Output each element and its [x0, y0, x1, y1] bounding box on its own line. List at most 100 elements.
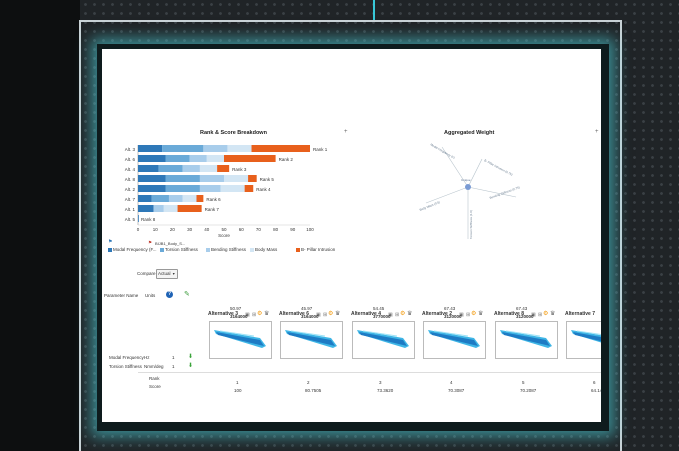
x-tick-label: 80 [273, 227, 279, 232]
bar-segment [162, 145, 204, 152]
trophy-icon[interactable]: ♛ [264, 311, 270, 317]
alternative-value-1: 50.97 [230, 306, 242, 311]
legend-label[interactable]: Body Mass [255, 247, 278, 252]
alternative-name: Alternative 8 [494, 311, 525, 317]
x-tick-label: 50 [221, 227, 227, 232]
chart-icon[interactable]: ▣ [245, 312, 250, 318]
alternative-score: 70.2087 [520, 388, 537, 393]
trophy-icon[interactable]: ♛ [335, 311, 341, 317]
car-thumbnail[interactable] [566, 321, 601, 359]
legend-label[interactable]: Torsion Stiffness [165, 247, 198, 252]
legend-label[interactable]: Modal Frequency (F... [113, 247, 157, 252]
gear-icon[interactable]: ⚙ [543, 311, 549, 317]
bar-segment [168, 195, 183, 202]
legend-label[interactable]: B- Pillar Intrusion [301, 247, 336, 252]
weight-center-label: Unique [461, 178, 471, 182]
x-tick-label: 40 [204, 227, 210, 232]
car-thumbnail[interactable] [423, 321, 486, 359]
param-weight[interactable]: 1 [172, 355, 175, 360]
compare-select[interactable]: Actual ▼ [156, 269, 178, 279]
param-name-header: Parameter Name [104, 293, 139, 298]
alternative-value-2: 3164000 [301, 314, 319, 319]
chart-icon[interactable]: ⊞ [252, 312, 257, 318]
legend-flag-icon: ⚑ [108, 239, 113, 245]
compare-label: Compare [137, 271, 156, 276]
param-units-header: Units [145, 293, 156, 298]
table-divider [138, 372, 601, 373]
score-row-label: Score [149, 384, 161, 389]
alternative-name: Alternative 6 [279, 311, 310, 317]
alternative-score: 73.3620 [377, 388, 394, 393]
bar-segment [224, 155, 276, 162]
bar-segment [224, 175, 249, 182]
bar-segment [138, 185, 166, 192]
category-label: Alt. 7 [125, 197, 136, 202]
weight-branch-label: Torsion Stiffness (1.0) [469, 210, 473, 239]
chevron-down-icon: ▼ [172, 272, 176, 276]
chart-icon[interactable]: ⊞ [538, 312, 543, 318]
car-thumbnail[interactable] [280, 321, 343, 359]
car-thumbnail[interactable] [352, 321, 415, 359]
bar-segment [138, 165, 159, 172]
car-thumbnail[interactable] [495, 321, 558, 359]
rank-chart-title: Rank & Score Breakdown [200, 130, 267, 136]
chart-icon[interactable]: ▣ [531, 312, 536, 318]
gear-icon[interactable]: ⚙ [257, 311, 263, 317]
bar-segment [203, 145, 228, 152]
alternative-value-2: 3164000 [230, 314, 248, 319]
aggregated-weight-chart: Unique Modal Frequency (F) B- Pillar Int… [419, 142, 520, 239]
trophy-icon[interactable]: ♛ [550, 311, 556, 317]
chart-icon[interactable]: ⊞ [395, 312, 400, 318]
alternative-value-2: 3120000 [444, 314, 462, 319]
car-thumbnail[interactable] [209, 321, 272, 359]
rank-label: Rank 1 [313, 147, 328, 152]
rank-label: Rank 2 [279, 157, 294, 162]
chart-legend: ⚑ ⚑ BIJB1_Body_S... Modal Frequency (F..… [108, 239, 358, 255]
rank-label: Rank 5 [260, 177, 275, 182]
category-label: Alt. 4 [125, 167, 136, 172]
alternative-score: 64.143 [591, 388, 601, 393]
x-tick-label: 100 [306, 227, 314, 232]
category-label: Alt. 8 [125, 177, 136, 182]
legend-swatch [108, 248, 112, 252]
legend-flag-icon: ⚑ [148, 240, 153, 245]
bar-segment [248, 175, 257, 182]
alternative-name: Alternative 3 [208, 311, 239, 317]
param-weight[interactable]: 1 [172, 364, 175, 369]
alternative-rank: 2 [307, 380, 310, 385]
category-label: Alt. 3 [125, 147, 136, 152]
gear-icon[interactable]: ⚙ [400, 311, 406, 317]
chart-icon[interactable]: ⊞ [323, 312, 328, 318]
arrow-down-icon[interactable]: ⬇ [188, 354, 194, 360]
x-tick-label: 60 [239, 227, 245, 232]
bar-segment [165, 185, 200, 192]
dashboard-panel: Rank & Score Breakdown + Alt. 3 Rank 1 Alt… [102, 49, 601, 422]
weight-chart-menu-icon[interactable]: + [595, 129, 599, 135]
legend-swatch [250, 248, 254, 252]
legend-label[interactable]: Bending Stiffness [211, 247, 246, 252]
category-label: Alt. 2 [125, 187, 136, 192]
alternative-rank: 5 [522, 380, 525, 385]
link-icon[interactable]: ✎ [184, 291, 190, 298]
trophy-icon[interactable]: ♛ [407, 311, 413, 317]
accent-line [373, 0, 375, 20]
legend-swatch [160, 248, 164, 252]
param-unit: Hz [144, 355, 150, 360]
rank-label: Rank 6 [206, 197, 221, 202]
chart-icon[interactable]: ⊞ [466, 312, 471, 318]
rank-chart-menu-icon[interactable]: + [344, 129, 348, 135]
category-label: Alt. 1 [125, 207, 136, 212]
trophy-icon[interactable]: ♛ [478, 311, 484, 317]
arrow-down-icon[interactable]: ⬇ [188, 363, 194, 369]
chart-icon[interactable]: ▣ [388, 312, 393, 318]
info-icon[interactable]: ? [166, 291, 173, 298]
bar-segment [251, 145, 310, 152]
chart-icon[interactable]: ▣ [459, 312, 464, 318]
alternative-name: Alternative 7 [565, 311, 596, 317]
bar-segment [182, 165, 200, 172]
chart-icon[interactable]: ▣ [316, 312, 321, 318]
alternative-score: 80.7505 [305, 388, 322, 393]
gear-icon[interactable]: ⚙ [328, 311, 334, 317]
gear-icon[interactable]: ⚙ [471, 311, 477, 317]
bar-segment [153, 205, 164, 212]
